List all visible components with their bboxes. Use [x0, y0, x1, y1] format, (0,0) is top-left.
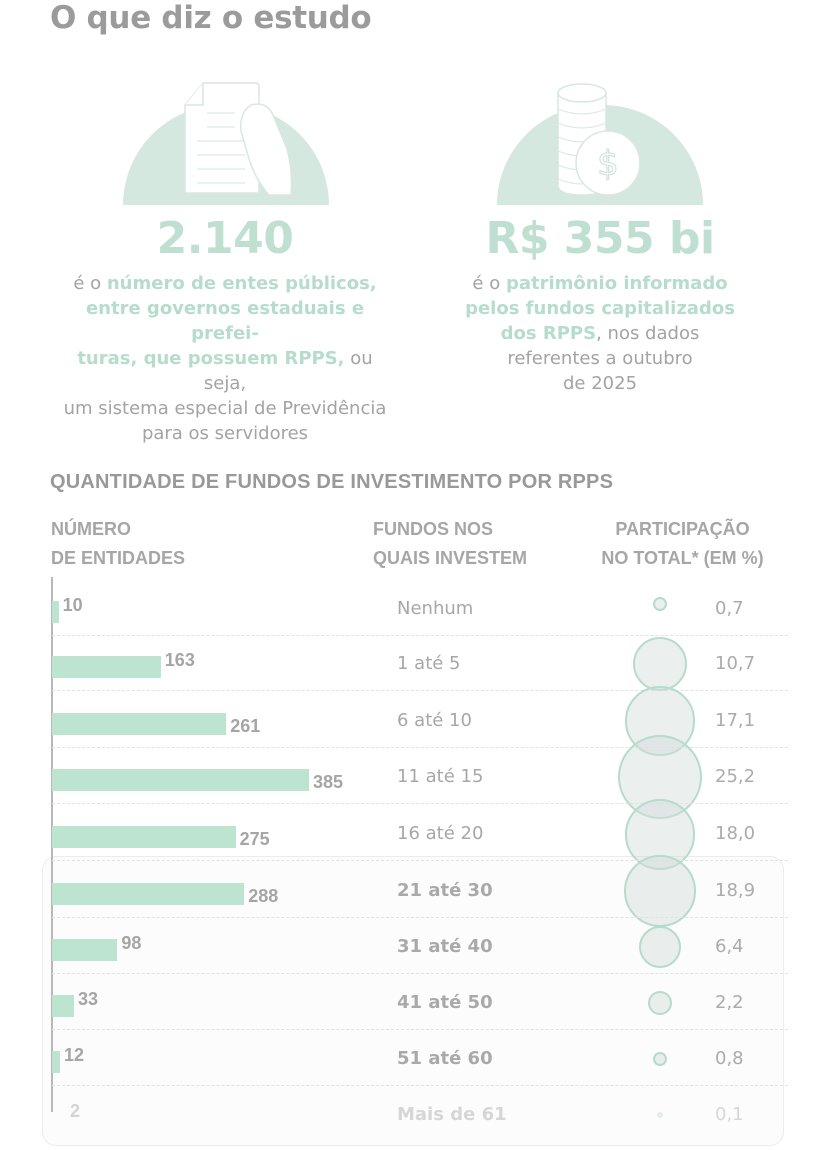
share-bubble	[623, 854, 697, 928]
bar	[52, 883, 245, 905]
bar	[52, 713, 227, 735]
table-row: 10 Nenhum 0,7	[52, 580, 788, 636]
bar-value-label: 2	[70, 1101, 81, 1121]
share-bubble	[624, 798, 696, 870]
category-label: 31 até 40	[397, 936, 493, 957]
bar-value-label: 385	[313, 772, 344, 792]
share-value-label: 2,2	[715, 992, 744, 1013]
share-value-label: 0,8	[715, 1048, 744, 1069]
share-value-label: 0,1	[715, 1104, 744, 1125]
bar	[52, 995, 75, 1017]
row-divider	[52, 1085, 788, 1086]
share-bubble	[638, 925, 682, 969]
category-label: 51 até 60	[397, 1048, 493, 1069]
row-divider	[52, 803, 788, 804]
table-row: 385 11 até 15 25,2	[52, 735, 788, 819]
bar-value-label: 275	[239, 829, 270, 849]
share-value-label: 25,2	[715, 766, 756, 787]
bar-value-label: 288	[248, 886, 279, 906]
row-divider	[52, 690, 788, 691]
category-label: 1 até 5	[397, 653, 461, 674]
table-row: 33 41 até 50 2,2	[52, 974, 788, 1030]
row-divider	[52, 747, 788, 748]
bar-value-label: 10	[62, 595, 83, 615]
category-label: Nenhum	[397, 598, 474, 619]
table-row: 2 Mais de 61 0,1	[52, 1086, 788, 1142]
bar-value-label: 98	[121, 933, 142, 953]
category-label: 6 até 10	[397, 710, 472, 731]
column-header-entities: NÚMERO DE ENTIDADES	[51, 519, 186, 568]
share-value-label: 17,1	[715, 710, 756, 731]
bar-value-label: 163	[164, 650, 195, 670]
category-label: Mais de 61	[397, 1104, 507, 1125]
bar-value-label: 12	[64, 1045, 85, 1065]
bar	[52, 601, 59, 623]
bar	[52, 656, 161, 678]
category-label: 16 até 20	[397, 823, 484, 844]
share-value-label: 18,9	[715, 880, 756, 901]
share-bubble	[657, 1112, 663, 1118]
table-row: 98 31 até 40 6,4	[52, 918, 788, 974]
page-title: O que diz o estudo	[50, 0, 372, 36]
stat-description: é o patrimônio informado pelos fundos ca…	[465, 273, 735, 394]
category-label: 11 até 15	[397, 766, 484, 787]
share-value-label: 0,7	[715, 598, 744, 619]
table-row: 275 16 até 20 18,0	[52, 798, 788, 870]
row-divider	[52, 973, 788, 974]
share-bubble	[632, 636, 688, 692]
bar	[52, 1051, 60, 1073]
stat-value: R$ 355 bi	[485, 213, 715, 264]
bar	[52, 939, 118, 961]
share-bubble	[652, 1051, 668, 1067]
share-bubble	[653, 597, 667, 611]
category-label: 41 até 50	[397, 992, 493, 1013]
bar-value-label: 33	[78, 989, 99, 1009]
share-bubble	[647, 990, 673, 1016]
document-in-hand-icon	[184, 82, 293, 196]
table-row: 12 51 até 60 0,8	[52, 1030, 788, 1086]
bar-value-label: 261	[230, 716, 261, 736]
share-value-label: 6,4	[715, 936, 744, 957]
stat-value: 2.140	[156, 213, 294, 264]
bar	[52, 826, 236, 848]
bar	[52, 769, 309, 791]
column-header-share: PARTICIPAÇÃO NO TOTAL* (EM %)	[601, 519, 764, 568]
row-divider	[52, 635, 788, 636]
column-header-funds: FUNDOS NOS QUAIS INVESTEM	[373, 519, 528, 568]
chart-title: QUANTIDADE DE FUNDOS DE INVESTIMENTO POR…	[50, 471, 614, 493]
category-label: 21 até 30	[397, 880, 493, 901]
row-divider	[52, 917, 788, 918]
row-divider	[52, 860, 788, 861]
table-row: 288 21 até 30 18,9	[52, 854, 788, 928]
share-value-label: 10,7	[715, 653, 756, 674]
table-row: 163 1 até 5 10,7	[52, 635, 788, 692]
coin-stack-dollar-icon: $	[557, 83, 641, 196]
share-value-label: 18,0	[715, 823, 756, 844]
row-divider	[52, 1029, 788, 1030]
stat-description: é o número de entes públicos, entre gove…	[63, 273, 387, 444]
svg-text:$: $	[597, 144, 619, 184]
